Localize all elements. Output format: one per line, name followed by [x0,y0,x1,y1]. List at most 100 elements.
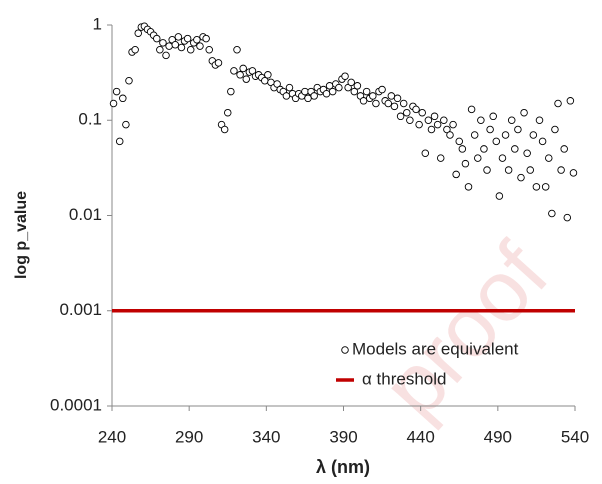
point [322,89,331,98]
x-axis-label: λ (nm) [316,457,370,477]
point [162,51,170,60]
point [171,41,180,49]
point [115,137,124,146]
point [440,116,448,124]
point [310,92,318,100]
point [566,97,575,105]
point [369,92,377,100]
point [545,154,553,162]
point [526,166,534,174]
point [396,112,405,121]
point [174,33,183,41]
point [196,42,204,50]
y-tick-label: 0.1 [78,110,102,129]
point [474,154,482,162]
point [378,85,386,94]
point [403,108,411,117]
x-tick-label: 490 [484,427,512,446]
point [399,99,408,108]
point [239,64,247,73]
point [554,99,562,108]
y-tick-label: 0.0001 [50,395,102,414]
point [131,45,139,54]
point [236,71,244,79]
point [551,125,559,134]
x-tick-label: 240 [98,427,126,446]
x-tick-label: 540 [561,427,589,446]
point [483,166,491,174]
point [372,99,380,108]
point [452,170,460,179]
point [548,209,556,218]
point [538,137,547,146]
point [415,120,423,129]
point [489,112,497,121]
point [214,59,223,67]
point [504,166,513,174]
point [304,94,312,103]
x-tick-label: 390 [329,427,357,446]
point [492,137,501,146]
point [156,45,164,54]
point [223,108,232,117]
point [455,137,464,146]
point [501,131,510,139]
legend-label: α threshold [362,369,447,388]
point [433,120,442,129]
point [202,34,210,43]
point [285,83,294,92]
point [227,87,235,96]
point [186,45,195,54]
point [242,75,251,83]
point [523,149,531,158]
point [328,87,337,96]
point [517,173,525,182]
point [359,97,368,105]
y-axis-label: log p_value [13,191,30,279]
y-tick-label: 1 [93,14,102,33]
point [464,183,473,191]
y-tick-label: 0.01 [69,205,102,224]
point [535,116,544,124]
point [486,125,494,134]
point [362,87,371,96]
point [532,183,541,191]
point [569,169,578,177]
point [350,87,359,96]
point [165,42,173,50]
point [233,45,241,54]
point [461,159,470,168]
point [301,87,309,96]
point [529,131,538,139]
point [467,105,476,114]
point [119,94,127,103]
x-tick-label: 340 [252,427,280,446]
point [514,125,522,134]
point [412,105,420,114]
point [264,71,272,79]
point [159,39,167,47]
point [387,92,396,100]
point [384,99,393,108]
point [109,99,118,108]
point [446,131,454,139]
point [112,87,121,96]
point [477,116,485,124]
legend-marker [341,346,349,354]
point [390,102,399,111]
x-tick-label: 440 [406,427,434,446]
point [125,76,133,85]
point [347,78,355,87]
point [470,131,479,139]
point [480,145,488,153]
point [458,145,467,153]
point [511,145,519,153]
point [507,116,516,124]
point [557,166,565,174]
point [273,80,281,88]
y-tick-label: 0.001 [59,300,102,319]
point [541,183,550,191]
point [282,92,291,100]
point [427,125,436,134]
